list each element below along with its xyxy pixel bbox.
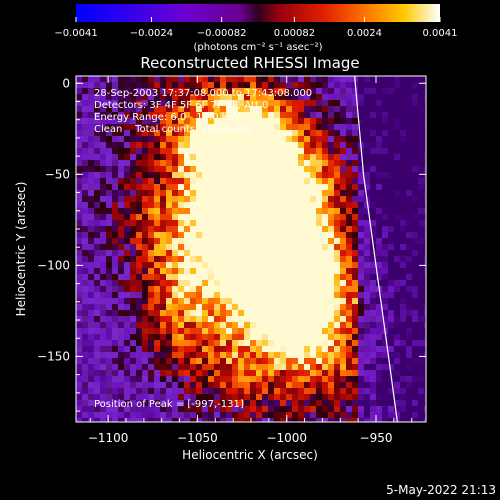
- x-axis-label: Heliocentric X (arcsec): [182, 448, 318, 462]
- y-tick-label: −50: [45, 167, 70, 181]
- y-axis: 0 −50 −100 −150: [37, 76, 426, 412]
- y-axis-label: Heliocentric Y (arcsec): [14, 182, 28, 317]
- x-axis: −1100 −1050 −1000 −950: [88, 76, 413, 445]
- heatmap-image: [76, 76, 426, 422]
- chart-title: Reconstructed RHESSI Image: [140, 54, 359, 72]
- colorbar-tick-label: 0.0024: [347, 28, 382, 39]
- x-tick-label: −1100: [88, 431, 129, 445]
- y-tick-label: 0: [62, 76, 70, 90]
- annotation-clean-counts: Clean Total counts: 2.91E+04: [94, 124, 251, 135]
- x-tick-label: −1000: [266, 431, 307, 445]
- colorbar: [76, 4, 440, 22]
- annotation-time-range: 28-Sep-2003 17:37:08.000 to 17:43:08.000: [94, 88, 312, 99]
- solar-limb-curve: [354, 76, 398, 422]
- x-tick-label: −1050: [177, 431, 218, 445]
- colorbar-tick-label: 0.0041: [423, 28, 458, 39]
- y-tick-label: −150: [37, 349, 70, 363]
- colorbar-unit-label: (photons cm⁻² s⁻¹ asec⁻²): [193, 42, 322, 53]
- colorbar-ticks: −0.0041 −0.0024 −0.00082 0.00082 0.0024 0.004…: [54, 17, 458, 39]
- colorbar-tick-label: −0.0024: [130, 28, 173, 39]
- colorbar-tick-label: 0.00082: [274, 28, 315, 39]
- colorbar-tick-label: −0.0041: [54, 28, 97, 39]
- annotation-detectors: Detectors: 3F 4F 5F 6F 7F 8F, Att 0: [94, 100, 268, 111]
- footer-date: 5-May-2022 21:13: [386, 483, 496, 497]
- x-tick-label: −950: [360, 431, 393, 445]
- colorbar-tick-label: −0.00082: [197, 28, 247, 39]
- y-tick-label: −100: [37, 258, 70, 272]
- annotation-peak-position: Position of Peak = [-997,-131]: [94, 399, 244, 410]
- annotation-energy-range: Energy Range: 6.0 - 12.0 keV: [94, 112, 240, 123]
